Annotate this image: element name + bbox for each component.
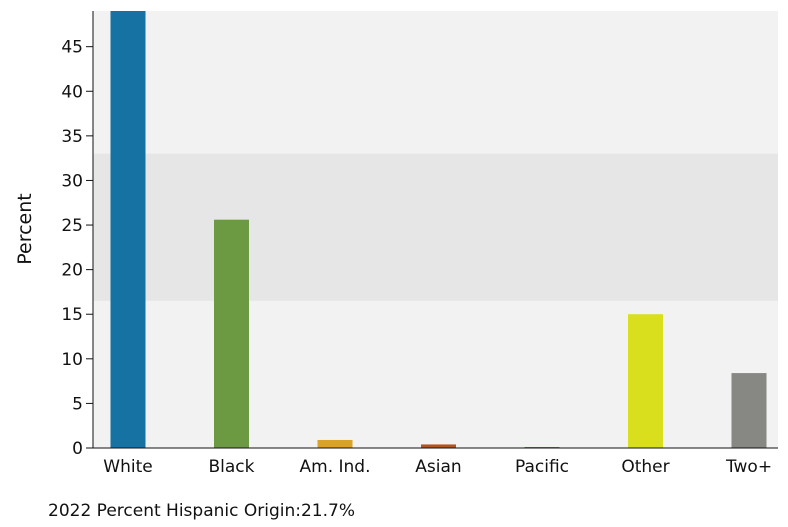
bar-other: [628, 314, 663, 448]
x-tick-label: Am. Ind.: [300, 457, 371, 477]
y-tick-label: 45: [61, 38, 83, 58]
y-axis-title: Percent: [14, 193, 36, 265]
bar-black: [214, 219, 249, 448]
y-tick-label: 25: [61, 216, 83, 236]
y-tick-label: 0: [72, 439, 83, 459]
bar-white: [110, 11, 146, 448]
y-tick-label: 30: [61, 171, 83, 191]
y-tick-label: 5: [72, 394, 83, 414]
x-tick-label: White: [103, 457, 152, 477]
bar-asian: [421, 444, 456, 448]
x-tick-label: Other: [621, 457, 669, 477]
bar-am-ind: [317, 439, 353, 448]
x-tick-label: Asian: [415, 457, 461, 477]
y-tick-label: 20: [61, 261, 83, 281]
hispanic-origin-footnote: 2022 Percent Hispanic Origin:21.7%: [48, 501, 355, 521]
y-tick-label: 40: [61, 82, 83, 102]
y-tick-label: 10: [61, 350, 83, 370]
y-tick-label: 35: [61, 127, 83, 147]
bar-two: [731, 373, 767, 448]
x-tick-label: Black: [209, 457, 255, 477]
plot-middle-band: [93, 153, 778, 301]
y-tick-label: 15: [61, 305, 83, 325]
x-tick-label: Pacific: [515, 457, 569, 477]
x-tick-label: Two+: [725, 457, 772, 477]
bar-chart: 0 5 10 15 20 25 30 35 40 45 White Black Am. Ind. Asi…: [14, 11, 778, 477]
